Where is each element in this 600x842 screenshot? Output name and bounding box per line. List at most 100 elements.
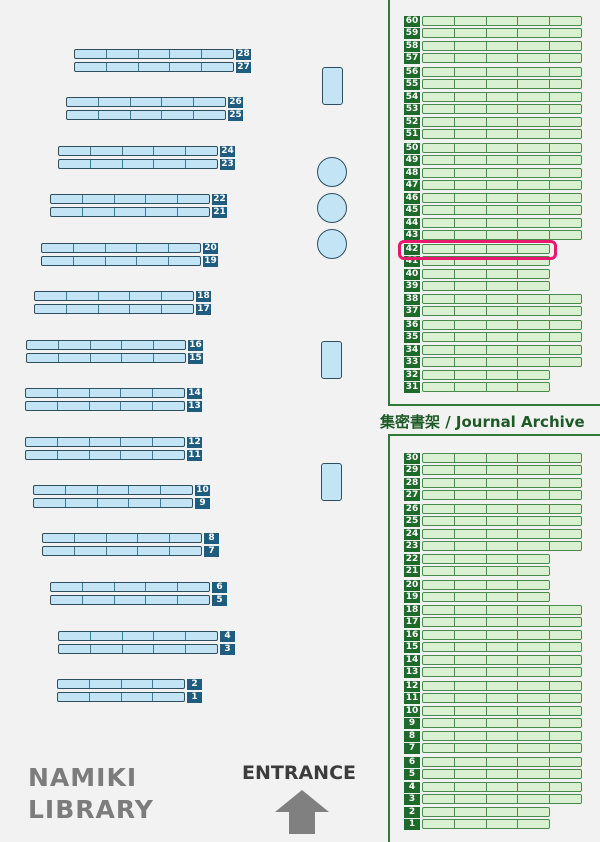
archive-shelf-14[interactable] — [422, 655, 582, 665]
archive-shelf-49[interactable] — [422, 155, 582, 165]
archive-shelf-58[interactable] — [422, 41, 582, 51]
archive-shelf-13[interactable] — [422, 667, 582, 677]
archive-shelf-28[interactable] — [422, 478, 582, 488]
archive-shelf-47[interactable] — [422, 180, 582, 190]
shelf-section — [83, 195, 115, 203]
general-shelf-10[interactable] — [33, 485, 193, 495]
general-shelf-12[interactable] — [25, 437, 185, 447]
archive-shelf-33[interactable] — [422, 357, 582, 367]
archive-shelf-26[interactable] — [422, 504, 582, 514]
archive-shelf-4[interactable] — [422, 782, 582, 792]
archive-shelf-3[interactable] — [422, 794, 582, 804]
archive-shelf-54[interactable] — [422, 92, 582, 102]
archive-shelf-6[interactable] — [422, 757, 582, 767]
archive-shelf-36[interactable] — [422, 320, 582, 330]
archive-shelf-38[interactable] — [422, 294, 582, 304]
archive-shelf-42[interactable] — [422, 244, 550, 254]
archive-shelf-45[interactable] — [422, 205, 582, 215]
archive-shelf-20[interactable] — [422, 580, 550, 590]
archive-shelf-25[interactable] — [422, 516, 582, 526]
archive-shelf-55[interactable] — [422, 79, 582, 89]
archive-shelf-56[interactable] — [422, 67, 582, 77]
general-shelf-26[interactable] — [66, 97, 226, 107]
archive-shelf-11[interactable] — [422, 693, 582, 703]
archive-shelf-40[interactable] — [422, 269, 550, 279]
general-shelf-22[interactable] — [50, 194, 210, 204]
general-shelf-17[interactable] — [34, 304, 194, 314]
shelf-section — [169, 257, 200, 265]
archive-shelf-1[interactable] — [422, 819, 550, 829]
shelf-section — [518, 181, 551, 189]
general-shelf-28[interactable] — [74, 49, 234, 59]
archive-shelf-53[interactable] — [422, 104, 582, 114]
archive-shelf-21[interactable] — [422, 566, 550, 576]
general-shelf-21[interactable] — [50, 207, 210, 217]
archive-shelf-32[interactable] — [422, 370, 550, 380]
library-name-line2: LIBRARY — [28, 795, 154, 824]
general-shelf-25[interactable] — [66, 110, 226, 120]
shelf-section — [518, 719, 551, 727]
archive-shelf-35[interactable] — [422, 332, 582, 342]
general-shelf-15[interactable] — [26, 353, 186, 363]
shelf-section — [106, 244, 138, 252]
general-shelf-2[interactable] — [57, 679, 185, 689]
archive-shelf-57[interactable] — [422, 53, 582, 63]
shelf-section — [550, 358, 581, 366]
archive-shelf-29[interactable] — [422, 465, 582, 475]
shelf-section — [186, 632, 217, 640]
archive-shelf-48[interactable] — [422, 168, 582, 178]
general-shelf-8[interactable] — [42, 533, 202, 543]
archive-shelf-15[interactable] — [422, 642, 582, 652]
general-shelf-3[interactable] — [58, 644, 218, 654]
archive-shelf-34[interactable] — [422, 345, 582, 355]
general-shelf-27[interactable] — [74, 62, 234, 72]
archive-shelf-41[interactable] — [422, 256, 550, 266]
archive-shelf-2[interactable] — [422, 807, 550, 817]
archive-shelf-30[interactable] — [422, 453, 582, 463]
archive-shelf-43[interactable] — [422, 230, 582, 240]
archive-shelf-10[interactable] — [422, 706, 582, 716]
archive-shelf-5[interactable] — [422, 769, 582, 779]
general-shelf-24[interactable] — [58, 146, 218, 156]
general-shelf-9[interactable] — [33, 498, 193, 508]
general-shelf-14[interactable] — [25, 388, 185, 398]
archive-shelf-9[interactable] — [422, 718, 582, 728]
general-shelf-5[interactable] — [50, 595, 210, 605]
archive-shelf-8[interactable] — [422, 731, 582, 741]
general-shelf-6[interactable] — [50, 582, 210, 592]
archive-shelf-39[interactable] — [422, 281, 550, 291]
archive-shelf-22[interactable] — [422, 554, 550, 564]
archive-shelf-46[interactable] — [422, 193, 582, 203]
archive-shelf-7[interactable] — [422, 743, 582, 753]
shelf-section — [161, 499, 192, 507]
shelf-section — [91, 147, 123, 155]
general-shelf-18[interactable] — [34, 291, 194, 301]
archive-shelf-17[interactable] — [422, 617, 582, 627]
general-shelf-7[interactable] — [42, 546, 202, 556]
shelf-section — [487, 144, 519, 152]
general-shelf-19[interactable] — [41, 256, 201, 266]
archive-shelf-27[interactable] — [422, 490, 582, 500]
general-shelf-4[interactable] — [58, 631, 218, 641]
shelf-section — [455, 105, 487, 113]
general-shelf-23[interactable] — [58, 159, 218, 169]
archive-shelf-44[interactable] — [422, 218, 582, 228]
general-shelf-1[interactable] — [57, 692, 185, 702]
archive-shelf-19[interactable] — [422, 592, 550, 602]
archive-shelf-52[interactable] — [422, 117, 582, 127]
archive-shelf-50[interactable] — [422, 143, 582, 153]
archive-shelf-60[interactable] — [422, 16, 582, 26]
archive-shelf-59[interactable] — [422, 28, 582, 38]
archive-shelf-18[interactable] — [422, 605, 582, 615]
archive-shelf-16[interactable] — [422, 630, 582, 640]
general-shelf-16[interactable] — [26, 340, 186, 350]
general-shelf-13[interactable] — [25, 401, 185, 411]
archive-shelf-23[interactable] — [422, 541, 582, 551]
archive-shelf-31[interactable] — [422, 382, 550, 392]
general-shelf-11[interactable] — [25, 450, 185, 460]
archive-shelf-51[interactable] — [422, 129, 582, 139]
archive-shelf-12[interactable] — [422, 681, 582, 691]
general-shelf-20[interactable] — [41, 243, 201, 253]
archive-shelf-37[interactable] — [422, 306, 582, 316]
archive-shelf-24[interactable] — [422, 529, 582, 539]
